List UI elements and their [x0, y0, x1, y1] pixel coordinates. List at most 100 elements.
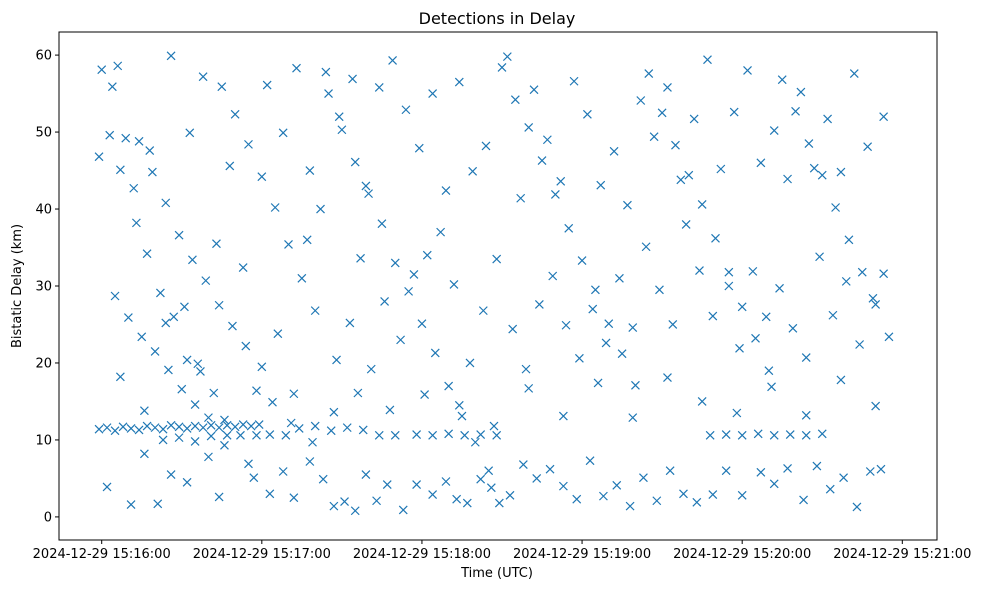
data-point-131	[884, 332, 894, 342]
data-point-281	[716, 164, 726, 174]
data-point-136	[166, 51, 176, 61]
data-point-181	[612, 480, 622, 490]
data-point-179	[585, 456, 595, 466]
data-point-289	[823, 114, 833, 124]
data-point-55	[147, 167, 157, 177]
data-point-311	[593, 378, 603, 388]
data-point-98	[444, 381, 454, 391]
data-point-24	[206, 431, 216, 441]
data-point-46	[753, 429, 763, 439]
data-point-247	[879, 269, 889, 279]
data-point-169	[462, 498, 472, 508]
data-point-216	[465, 358, 475, 368]
data-point-233	[695, 266, 704, 276]
data-point-284	[756, 158, 766, 168]
data-point-4	[126, 423, 136, 433]
data-point-312	[628, 413, 638, 423]
data-point-306	[420, 390, 430, 399]
data-point-175	[532, 473, 542, 483]
data-point-145	[126, 500, 136, 510]
data-point-140	[212, 239, 221, 249]
data-point-118	[711, 233, 720, 243]
plot-frame	[58, 31, 938, 541]
data-point-104	[524, 123, 534, 132]
data-point-316	[767, 382, 776, 392]
data-point-277	[663, 82, 672, 92]
data-point-81	[217, 82, 227, 92]
data-point-214	[436, 227, 446, 237]
data-point-313	[663, 373, 672, 383]
data-point-263	[468, 166, 478, 176]
x-tick-label: 2024-12-29 15:21:00	[833, 547, 971, 562]
data-point-13	[198, 423, 208, 433]
data-point-56	[161, 198, 171, 208]
data-point-246	[868, 293, 878, 303]
data-point-299	[252, 386, 261, 396]
data-point-93	[377, 219, 387, 229]
data-point-40	[460, 430, 470, 440]
data-point-75	[137, 332, 147, 342]
data-point-125	[804, 139, 814, 149]
data-point-100	[470, 437, 480, 447]
data-point-298	[220, 440, 229, 450]
data-point-253	[334, 112, 344, 122]
data-point-202	[273, 329, 283, 339]
data-point-76	[150, 346, 160, 356]
data-point-41	[476, 430, 486, 439]
data-point-304	[353, 388, 363, 398]
data-point-134	[131, 218, 141, 228]
data-point-274	[623, 200, 632, 210]
x-tick-label: 2024-12-29 15:18:00	[353, 547, 491, 562]
data-point-11	[182, 423, 192, 433]
data-point-198	[852, 502, 862, 512]
data-point-30	[294, 423, 304, 433]
data-point-141	[225, 161, 235, 171]
data-point-226	[601, 338, 611, 348]
data-point-270	[569, 76, 579, 86]
data-point-9	[166, 420, 176, 430]
data-point-71	[209, 388, 219, 398]
data-point-19	[246, 421, 256, 431]
data-point-278	[676, 175, 686, 185]
data-point-122	[764, 366, 774, 376]
data-point-96	[417, 319, 427, 329]
data-point-293	[879, 112, 889, 122]
data-point-256	[374, 82, 384, 92]
data-point-68	[169, 312, 179, 322]
data-point-44	[721, 430, 731, 439]
data-point-73	[110, 291, 120, 301]
data-point-250	[292, 63, 301, 73]
data-point-291	[849, 69, 859, 78]
data-point-194	[799, 495, 808, 505]
data-point-272	[596, 180, 606, 190]
data-point-285	[769, 126, 779, 135]
data-point-99	[457, 411, 467, 421]
data-point-318	[836, 375, 846, 385]
data-point-151	[214, 492, 224, 502]
x-tick-label: 2024-12-29 15:20:00	[673, 547, 811, 562]
data-point-119	[724, 267, 734, 277]
data-point-186	[679, 489, 688, 499]
data-point-158	[329, 501, 339, 511]
data-point-95	[404, 286, 414, 296]
data-point-230	[655, 285, 664, 295]
data-point-210	[380, 296, 390, 306]
data-point-259	[414, 143, 424, 153]
data-point-137	[180, 302, 189, 312]
data-point-234	[708, 311, 718, 321]
data-point-143	[249, 473, 259, 483]
data-point-184	[652, 496, 662, 506]
data-point-77	[163, 365, 173, 375]
data-point-209	[366, 364, 376, 374]
x-tick-label: 2024-12-29 15:16:00	[33, 547, 171, 562]
data-point-60	[214, 300, 224, 310]
data-point-282	[729, 107, 739, 117]
data-point-49	[801, 430, 811, 440]
data-point-147	[153, 499, 163, 509]
data-point-240	[788, 323, 798, 333]
data-point-297	[193, 359, 203, 369]
data-point-191	[756, 467, 766, 477]
data-point-197	[839, 473, 849, 483]
data-point-180	[598, 491, 608, 501]
data-point-129	[857, 267, 867, 277]
